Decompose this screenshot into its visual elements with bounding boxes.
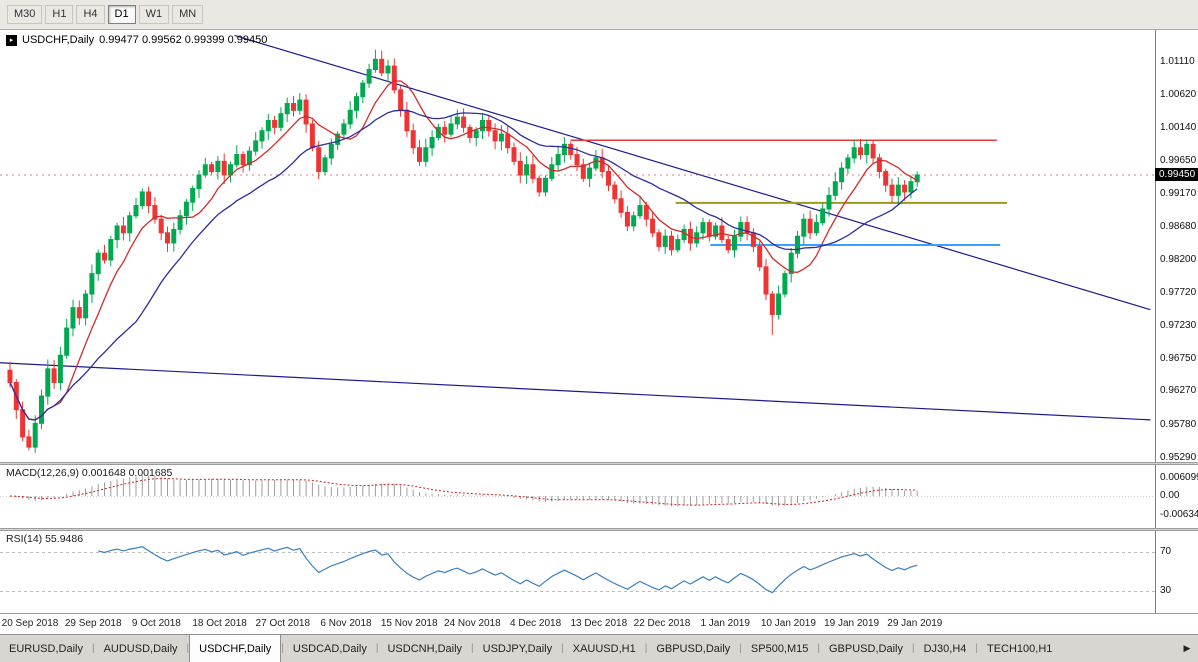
tab-usdchf-daily[interactable]: USDCHF,Daily: [189, 634, 282, 662]
tab-usdcad-daily[interactable]: USDCAD,Daily: [292, 642, 367, 655]
tab-separator: |: [561, 643, 564, 654]
tab-separator: |: [739, 643, 742, 654]
tab-separator: |: [471, 643, 474, 654]
tab-usdjpy-daily[interactable]: USDJPY,Daily: [482, 642, 553, 655]
tab-separator: |: [644, 643, 648, 654]
macd-axis-label: -0.006347: [1160, 508, 1198, 520]
macd-chart-canvas[interactable]: [0, 465, 1155, 528]
chart-ohlc-label: 0.99477 0.99562 0.99399 0.99450: [99, 34, 268, 46]
timeframe-w1-button[interactable]: W1: [138, 5, 170, 24]
timeframe-d1-button[interactable]: D1: [107, 5, 136, 24]
price-axis-label: 0.98200: [1160, 254, 1197, 265]
macd-axis-label: 0.00: [1160, 490, 1180, 501]
panel-divider-macd[interactable]: [0, 462, 1198, 465]
price-axis-label: 1.00140: [1160, 122, 1197, 133]
tab-eurusd-daily[interactable]: EURUSD,Daily: [9, 642, 83, 655]
date-axis-label: 18 Oct 2018: [192, 618, 247, 629]
rsi-chart-canvas[interactable]: [0, 531, 1155, 613]
rsi-label: RSI(14) 55.9486: [6, 533, 84, 545]
tab-sp500-m15[interactable]: SP500,M15: [750, 642, 809, 655]
timeframe-m30-button[interactable]: M30: [7, 5, 43, 24]
chart-symbol-label: USDCHF,Daily: [22, 34, 95, 46]
date-axis-label: 9 Oct 2018: [131, 618, 181, 629]
price-axis-label: 0.99650: [1160, 155, 1197, 167]
rsi-axis-label: 30: [1160, 585, 1172, 596]
timeframe-h4-button[interactable]: H4: [76, 5, 105, 24]
current-price-badge: 0.99450: [1155, 167, 1198, 181]
price-axis-label: 0.96750: [1160, 352, 1197, 364]
tab-separator: |: [281, 643, 284, 654]
chart-tabbar: EURUSD,Daily | AUDUSD,Daily | USDCHF,Daily | U…: [0, 634, 1198, 662]
tab-xauusd-h1[interactable]: XAUUSD,H1: [572, 642, 636, 655]
macd-label: MACD(12,26,9) 0.001648 0.001685: [6, 467, 173, 479]
tab-separator: |: [817, 643, 820, 654]
timeframe-mn-button[interactable]: MN: [172, 5, 204, 24]
date-axis-label: 29 Sep 2018: [64, 618, 122, 629]
macd-axis-label: 0.006099: [1160, 472, 1198, 483]
price-axis-label: 0.95290: [1160, 452, 1197, 462]
tab-gbpusd-daily[interactable]: GBPUSD,Daily: [829, 642, 903, 655]
price-chart-canvas[interactable]: [0, 30, 1155, 462]
macd-panel: MACD(12,26,9) 0.001648 0.001685 0.006099…: [0, 465, 1198, 528]
date-axis-label: 15 Nov 2018: [380, 618, 438, 629]
rsi-panel: RSI(14) 55.9486 70 30: [0, 531, 1198, 613]
price-axis-label: 0.95780: [1160, 418, 1197, 430]
price-axis-label: 0.96270: [1160, 385, 1197, 397]
rsi-axis[interactable]: 70 30: [1155, 531, 1198, 613]
price-axis-label: 0.97720: [1160, 286, 1197, 298]
date-axis[interactable]: 20 Sep 2018 29 Sep 2018 9 Oct 2018 18 Oct 2…: [0, 613, 1198, 634]
date-axis-label: 24 Nov 2018: [444, 618, 501, 629]
tab-gbpusd-daily[interactable]: GBPUSD,Daily: [656, 642, 731, 655]
chart-icon: ▸: [6, 34, 17, 46]
tab-tech100-h1[interactable]: TECH100,H1: [986, 642, 1053, 655]
chart-title: ▸ USDCHF,Daily 0.99477 0.99562 0.99399 0…: [6, 34, 267, 46]
main-chart-panel: ▸ USDCHF,Daily 0.99477 0.99562 0.99399 0…: [0, 30, 1198, 462]
price-axis-label: 0.99170: [1160, 188, 1197, 199]
date-axis-label: 27 Oct 2018: [255, 618, 311, 629]
date-axis-label: 22 Dec 2018: [633, 618, 691, 629]
timeframe-h1-button[interactable]: H1: [45, 5, 74, 24]
tab-scroll-right-button[interactable]: ▶: [1183, 643, 1191, 653]
rsi-axis-label: 70: [1160, 546, 1172, 557]
panel-divider-rsi[interactable]: [0, 528, 1198, 531]
date-axis-label: 13 Dec 2018: [570, 618, 628, 629]
tab-audusd-daily[interactable]: AUDUSD,Daily: [103, 642, 178, 655]
date-axis-label: 19 Jan 2019: [824, 618, 880, 629]
price-axis-label: 1.00620: [1160, 89, 1197, 101]
tab-separator: |: [911, 643, 915, 654]
main-price-axis[interactable]: 1.01110 1.00620 1.00140 0.99650 0.99170 0.986…: [1155, 30, 1198, 462]
date-axis-label: 6 Nov 2018: [320, 618, 372, 629]
tab-separator: |: [91, 643, 95, 654]
macd-axis[interactable]: 0.006099 0.00 -0.006347: [1155, 465, 1198, 528]
date-axis-label: 4 Dec 2018: [510, 618, 562, 629]
price-axis-label: 0.97230: [1160, 320, 1197, 331]
date-axis-label: 29 Jan 2019: [887, 618, 943, 629]
tab-dj30-h4[interactable]: DJ30,H4: [923, 642, 967, 655]
date-axis-label: 10 Jan 2019: [760, 618, 816, 629]
timeframe-toolbar: M30 H1 H4 D1 W1 MN: [0, 0, 1198, 30]
price-axis-label: 1.01110: [1160, 56, 1195, 67]
tab-separator: |: [375, 643, 379, 654]
price-axis-label: 0.98680: [1160, 221, 1197, 233]
tab-separator: |: [975, 643, 978, 654]
tab-usdcnh-daily[interactable]: USDCNH,Daily: [387, 642, 463, 655]
date-axis-label: 20 Sep 2018: [1, 618, 59, 629]
date-axis-label: 1 Jan 2019: [700, 618, 750, 629]
tab-separator: |: [186, 643, 190, 654]
